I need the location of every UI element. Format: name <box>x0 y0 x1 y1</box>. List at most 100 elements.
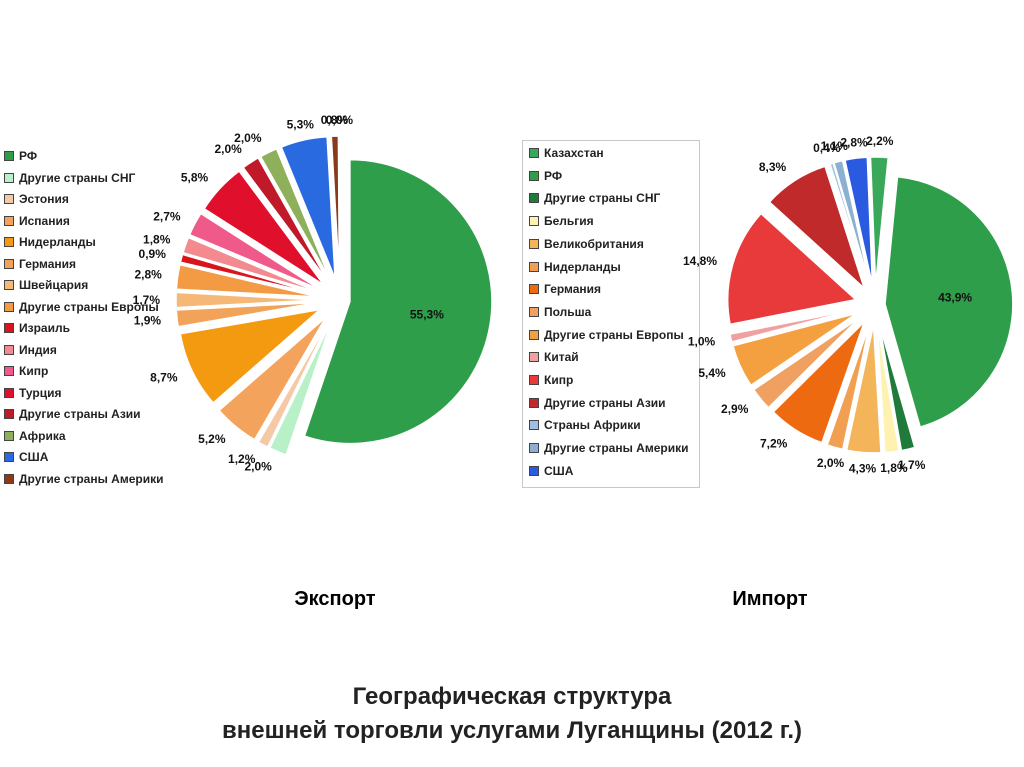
legend-item: Казахстан <box>529 145 604 161</box>
pie-value-label: 0,4% <box>813 141 841 155</box>
legend-label: Нидерланды <box>544 259 621 274</box>
pie-slice <box>182 236 320 294</box>
import-chart-title: Импорт <box>732 588 808 610</box>
legend-swatch <box>529 420 539 431</box>
legend-label: Другие страны СНГ <box>19 170 136 185</box>
pie-value-label: 4,3% <box>849 462 877 476</box>
pie-value-label: 2,9% <box>721 402 749 416</box>
pie-slice <box>878 324 916 452</box>
legend-label: США <box>544 463 574 478</box>
legend-item: Кипр <box>4 363 48 379</box>
legend-label: Кипр <box>544 373 574 387</box>
legend-item: Испания <box>4 213 70 229</box>
pie-slice <box>242 156 329 283</box>
pie-slice <box>768 165 866 291</box>
pie-value-label: 2,8% <box>840 135 868 149</box>
legend-label: Китай <box>544 350 579 365</box>
pie-value-label: 1,8% <box>143 233 171 247</box>
legend-swatch <box>529 261 539 272</box>
legend-label: Нидерланды <box>19 235 96 249</box>
legend-swatch <box>4 280 14 290</box>
pie-slice <box>845 324 882 454</box>
legend-item: Великобритания <box>529 236 644 252</box>
pie-slice <box>179 308 323 404</box>
legend-item: РФ <box>4 148 37 164</box>
legend-label: Другие страны Азии <box>544 395 666 410</box>
legend-item: Другие страны Европы <box>4 299 159 315</box>
pie-slice <box>752 317 861 409</box>
legend-label: Страны Африки <box>544 418 641 433</box>
pie-slice <box>303 158 493 445</box>
legend-swatch <box>4 387 14 398</box>
legend-label: Казахстан <box>544 146 604 160</box>
pie-slice <box>884 175 1014 429</box>
pie-slice <box>833 159 871 286</box>
legend-label: Испания <box>19 213 70 228</box>
legend-label: Великобритания <box>544 236 644 251</box>
legend-swatch <box>529 170 539 181</box>
pie-slice <box>732 312 858 387</box>
pie-slice <box>218 316 327 441</box>
legend-swatch <box>529 443 539 454</box>
legend-swatch <box>4 323 14 333</box>
pie-value-label: 0,8% <box>321 113 349 127</box>
pie-value-label: 2,7% <box>153 209 181 223</box>
legend-label: Германия <box>544 282 602 297</box>
legend-label: Кипр <box>19 364 49 378</box>
legend-label: Бельгия <box>544 214 594 229</box>
legend-item: Другие страны Америки <box>4 471 163 487</box>
legend-label: РФ <box>19 149 38 163</box>
pie-slice <box>188 212 321 291</box>
legend-label: США <box>19 450 49 464</box>
legend-item: Кипр <box>529 372 573 388</box>
legend-swatch <box>529 193 539 204</box>
legend-item: Другие страны Азии <box>4 406 141 422</box>
pie-slice <box>259 147 332 281</box>
legend-label: Другие страны Европы <box>19 299 159 314</box>
pie-value-label: 1,7% <box>898 458 926 472</box>
legend-swatch <box>4 430 14 441</box>
legend-label: Другие страны Америки <box>544 441 689 456</box>
pie-value-label: 2,0% <box>234 131 262 145</box>
legend-label: Другие страны Азии <box>19 407 141 421</box>
legend-swatch <box>529 284 539 295</box>
pie-value-label: 1,0% <box>688 335 716 349</box>
legend-label: Турция <box>19 385 62 400</box>
legend-label: Израиль <box>19 321 70 335</box>
legend-swatch <box>529 352 539 363</box>
legend-item: Африка <box>4 428 66 444</box>
pie-value-label: 2,2% <box>866 134 894 148</box>
legend-item: Германия <box>4 256 76 272</box>
legend-swatch <box>4 301 14 312</box>
pie-slice <box>844 156 874 286</box>
legend-swatch <box>4 237 14 247</box>
legend-swatch <box>529 465 539 476</box>
legend-label: Германия <box>19 256 77 271</box>
legend-label: Африка <box>19 428 66 443</box>
legend-swatch <box>4 344 14 355</box>
pie-slice <box>268 320 333 456</box>
legend-item: Другие страны СНГ <box>4 170 135 186</box>
pie-value-label: 1,8% <box>880 461 908 475</box>
pie-slice <box>726 212 858 326</box>
legend-item: Швейцария <box>4 277 88 293</box>
pie-slice <box>203 170 325 286</box>
pie-slice <box>826 323 871 451</box>
legend-label: Другие страны СНГ <box>544 191 661 206</box>
legend-swatch <box>529 216 539 227</box>
pie-slice <box>869 156 890 286</box>
pie-value-label: 8,7% <box>150 371 178 385</box>
pie-slice <box>772 321 866 444</box>
legend-swatch <box>4 409 14 419</box>
legend-item: Другие страны СНГ <box>529 190 660 206</box>
page-title-line-2: внешней торговли услугами Луганщины (201… <box>222 717 802 744</box>
pie-value-label: 0,9% <box>139 247 167 261</box>
pie-slice <box>829 162 870 287</box>
legend-label: Другие страны Европы <box>544 327 684 342</box>
legend-item: Турция <box>4 385 61 401</box>
pie-slice <box>175 291 319 309</box>
pie-value-label: 43,9% <box>938 291 972 305</box>
legend-swatch <box>4 215 14 226</box>
